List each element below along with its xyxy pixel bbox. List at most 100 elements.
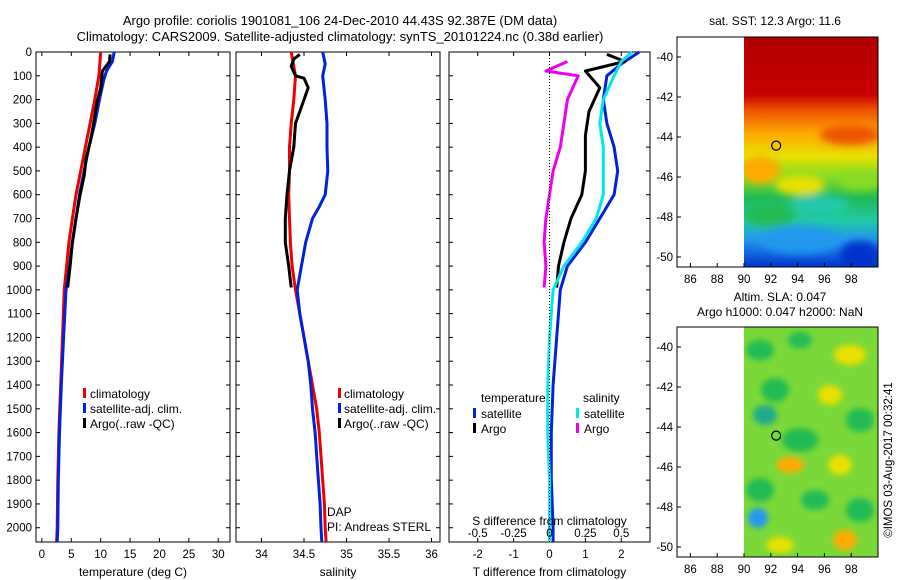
sla-map-title: Altim. SLA: 0.047	[734, 290, 827, 304]
sla_map-xtick-label: 94	[791, 564, 804, 576]
depth-tick-label: 600	[13, 190, 32, 202]
salinity-xtick-label: 35.5	[378, 549, 400, 561]
temperature-series	[55, 51, 116, 543]
depth-tick-label: 0	[26, 47, 32, 59]
legend-swatch	[83, 403, 86, 413]
sla-map-panel: Altim. SLA: 0.047 Argo h1000: 0.047 h200…	[697, 290, 878, 557]
sst_map-xtick-label: 88	[711, 274, 724, 286]
sst_map-ytick-label: -50	[656, 252, 673, 264]
temperature-xtick-label: 20	[153, 549, 166, 561]
depth-tick-label: 900	[13, 261, 32, 273]
difference-panel: -2 -1 0 1 2 T difference from climatology -0.5…	[448, 50, 651, 579]
depth-tick-label: 1800	[6, 475, 32, 487]
salinity-diff-tick-label: -0.5	[468, 528, 488, 540]
sst-map-panel: sat. SST: 12.3 Argo: 11.6	[709, 14, 878, 267]
legend-header-temperature: temperature	[481, 391, 546, 405]
differences-xlabel: T difference from climatology	[473, 565, 627, 579]
depth-tick-label: 1000	[6, 285, 32, 297]
temperature-axes-frame	[35, 51, 231, 543]
sla_map-argo-marker	[771, 430, 782, 441]
salinity-xtick-label: 34.5	[293, 549, 315, 561]
sla_map-frame	[676, 326, 879, 558]
temperature-panel: 0 5 10 15 20 25 30 temperature (deg C) 0 100 200 30…	[6, 47, 231, 579]
sst_map-frame	[676, 36, 879, 268]
sst_map-xtick-label: 94	[791, 274, 804, 286]
pi-annotation: PI: Andreas STERL	[327, 520, 431, 534]
legend-swatch	[473, 408, 476, 418]
legend-entry: Argo	[584, 422, 610, 436]
sla-heatmap	[744, 327, 878, 557]
sla_map-xtick-label: 96	[818, 564, 831, 576]
legend-swatch	[83, 418, 86, 428]
sla_map-axes: 86 88 90 92 94 96 98 -40 -42 -44 -46 -48 -50	[656, 326, 879, 576]
sla_map-ytick-label: -48	[656, 502, 673, 514]
depth-tick-label: 1300	[6, 356, 32, 368]
legend-entry: Argo(..raw -QC)	[90, 417, 175, 431]
differences-line-satellite	[546, 50, 634, 542]
salinity-diff-tick-label: 0.5	[613, 528, 629, 540]
map-axes: 86 88 90 92 94 96 98 -40 -42 -44 -46 -48 -50 86 88 90 92…	[656, 36, 879, 576]
differences-xtick-label: 1	[582, 549, 588, 561]
legend-header-salinity: salinity	[583, 391, 620, 405]
temperature-line-satellite-adj-clim	[55, 51, 116, 543]
legend-entry: satellite	[584, 407, 625, 421]
depth-tick-label: 1500	[6, 404, 32, 416]
salinity-panel: 34 34.5 35 35.5 36 salinity climatologysatelli…	[235, 51, 441, 579]
temperature-line-argo-raw-qc	[66, 54, 112, 288]
sla_map-ytick-label: -42	[656, 382, 673, 394]
sst_map-ytick-label: -48	[656, 212, 673, 224]
depth-tick-label: 800	[13, 237, 32, 249]
sst_map-ytick-label: -42	[656, 92, 673, 104]
sla_map-ytick-label: -50	[656, 542, 673, 554]
legend-swatch	[83, 388, 86, 398]
depth-tick-label: 1600	[6, 428, 32, 440]
salinity-diff-tick-label: 0	[546, 528, 552, 540]
depth-tick-label: 1100	[7, 309, 32, 321]
salinity-xtick-label: 36	[425, 549, 438, 561]
legend-entry: climatology	[344, 387, 404, 401]
temperature-xtick-label: 25	[182, 549, 195, 561]
sst_map-xtick-label: 98	[845, 274, 858, 286]
difference-legend: temperature salinitysatelliteArgosatellit…	[473, 391, 625, 436]
salinity-diff-xlabel: S difference from climatology	[472, 514, 627, 528]
sla_map-xtick-label: 98	[845, 564, 858, 576]
temperature-xtick-label: 0	[39, 549, 45, 561]
sla_map-xtick-label: 86	[684, 564, 697, 576]
depth-tick-label: 1700	[6, 451, 32, 463]
sst-map-title: sat. SST: 12.3 Argo: 11.6	[709, 14, 841, 28]
legend-entry: satellite	[481, 407, 522, 421]
sla_map-xtick-label: 90	[738, 564, 751, 576]
sla_map-ytick-label: -40	[656, 342, 673, 354]
sst_map-ytick-label: -40	[656, 52, 673, 64]
sla_map-xtick-label: 88	[711, 564, 724, 576]
differences-line-argo	[542, 60, 580, 288]
depth-tick-label: 1200	[6, 332, 32, 344]
sst_map-axes: 86 88 90 92 94 96 98 -40 -42 -44 -46 -48 -50	[656, 36, 879, 286]
differences-xtick-label: 0	[546, 549, 552, 561]
sst_map-xtick-label: 90	[738, 274, 751, 286]
salinity-xlabel: salinity	[320, 565, 357, 579]
dap-annotation: DAP	[327, 505, 352, 519]
legend-swatch	[576, 423, 579, 433]
depth-tick-label: 1900	[6, 499, 32, 511]
legend-swatch	[576, 408, 579, 418]
imos-credit: ©IMOS 03-Aug-2017 00:32:41	[883, 382, 895, 538]
legend-entry: satellite-adj. clim.	[344, 402, 436, 416]
legend-entry: climatology	[90, 387, 150, 401]
differences-xtick-label: 2	[618, 549, 624, 561]
legend-swatch	[338, 388, 341, 398]
temperature-xtick-label: 30	[212, 549, 225, 561]
salinity-series	[283, 51, 330, 543]
sla_map-ytick-label: -44	[656, 422, 673, 434]
salinity-axes-frame	[235, 51, 441, 543]
legend-entry: Argo(..raw -QC)	[344, 417, 429, 431]
sla_map-ytick-label: -46	[656, 462, 673, 474]
legend-entry: Argo	[481, 422, 507, 436]
temperature-xlabel: temperature (deg C)	[79, 565, 187, 579]
temperature-xtick-label: 15	[124, 549, 137, 561]
title-line-1: Argo profile: coriolis 1901081_106 24-De…	[122, 13, 558, 28]
title-line-2: Climatology: CARS2009. Satellite-adjuste…	[76, 29, 604, 44]
